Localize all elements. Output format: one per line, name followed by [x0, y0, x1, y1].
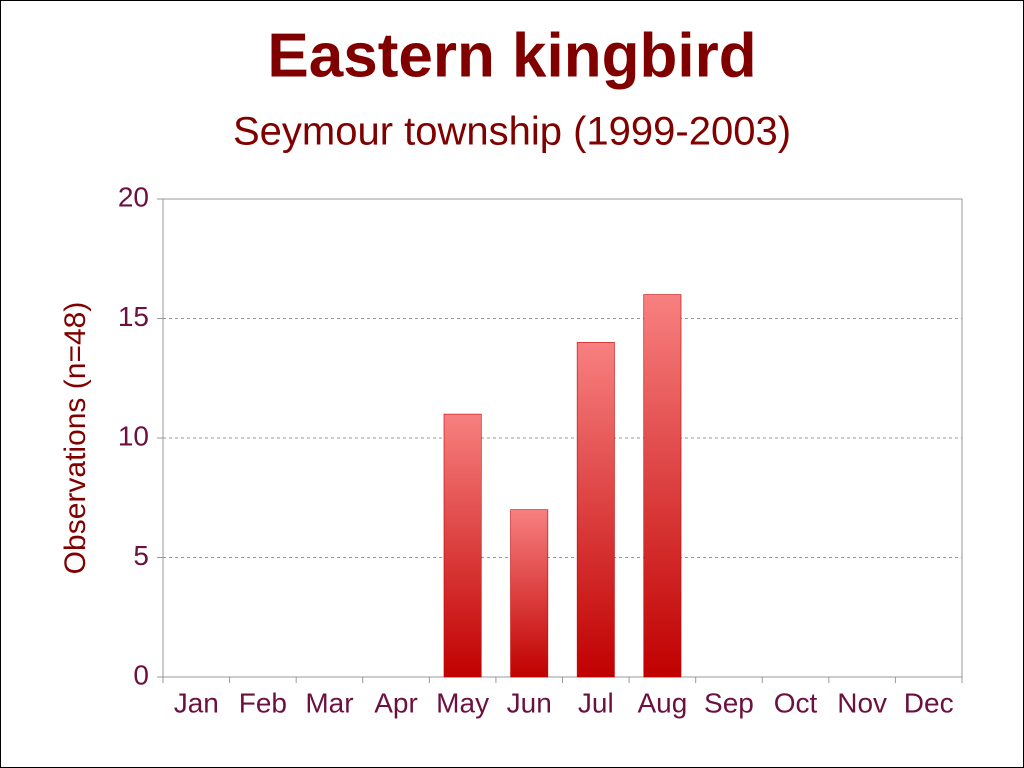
x-tick-label: May — [436, 687, 489, 718]
y-tick-label: 20 — [118, 181, 149, 212]
bar — [576, 342, 615, 678]
y-tick-label: 15 — [118, 301, 149, 332]
x-tick-label: Jul — [578, 687, 614, 718]
chart-subtitle: Seymour township (1999-2003) — [233, 110, 791, 154]
x-tick-label: Jun — [507, 687, 552, 718]
y-axis-label: Observations (n=48) — [59, 302, 92, 575]
bar — [643, 294, 682, 678]
bar — [443, 413, 482, 678]
x-tick-label: Apr — [374, 687, 418, 718]
x-tick-label: Nov — [837, 687, 887, 718]
x-tick-label: Jan — [174, 687, 219, 718]
y-tick-label: 5 — [133, 540, 149, 571]
y-tick-label: 10 — [118, 420, 149, 451]
x-tick-label: Aug — [637, 687, 687, 718]
x-tick-label: Mar — [305, 687, 353, 718]
x-tick-label: Sep — [704, 687, 754, 718]
bar — [510, 509, 549, 678]
y-tick-label: 0 — [133, 659, 149, 690]
x-tick-label: Feb — [239, 687, 287, 718]
chart-title: Eastern kingbird — [267, 21, 756, 90]
x-tick-label: Dec — [904, 687, 954, 718]
x-tick-label: Oct — [774, 687, 818, 718]
